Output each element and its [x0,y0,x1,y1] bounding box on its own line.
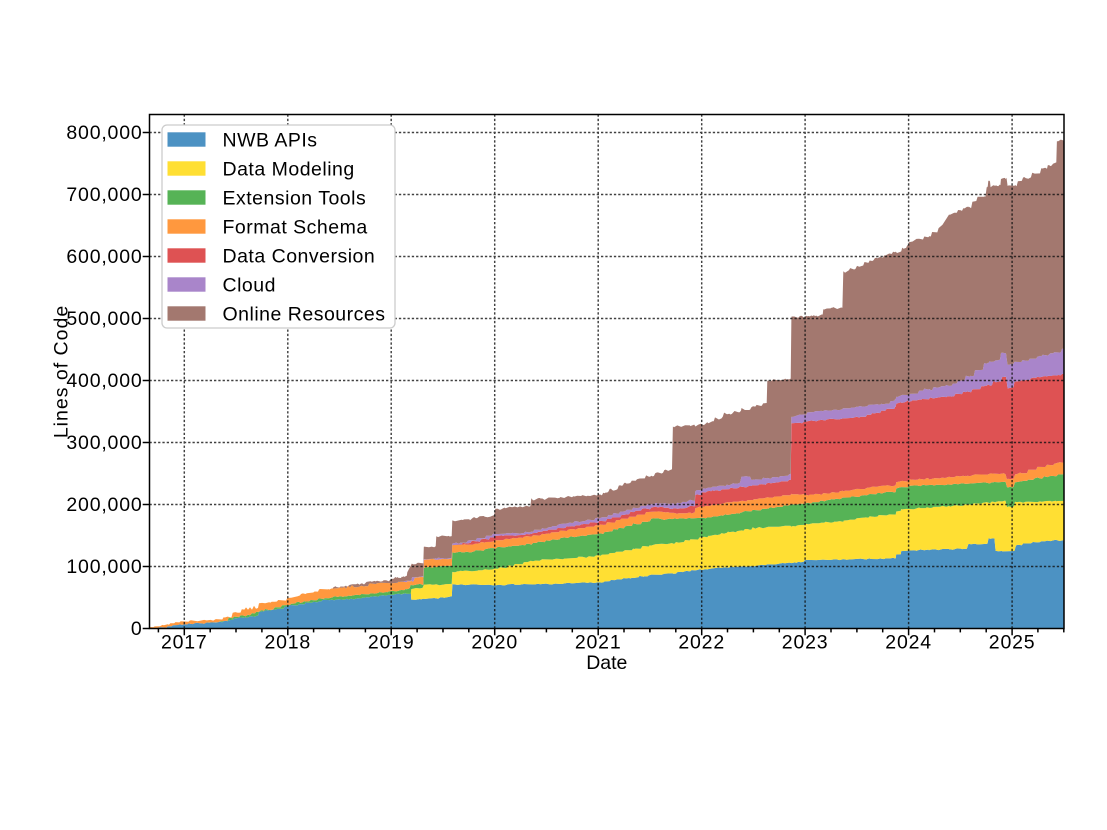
svg-text:2021: 2021 [575,632,622,654]
svg-text:NWB APIs: NWB APIs [223,129,318,151]
svg-text:0: 0 [131,618,143,640]
svg-text:500,000: 500,000 [66,308,142,330]
svg-text:2023: 2023 [782,632,829,654]
svg-text:2018: 2018 [265,632,312,654]
svg-text:600,000: 600,000 [66,246,142,268]
svg-text:Data Conversion: Data Conversion [223,245,376,267]
svg-text:800,000: 800,000 [66,122,142,144]
svg-text:Data Modeling: Data Modeling [223,158,355,180]
svg-text:200,000: 200,000 [66,494,142,516]
svg-text:700,000: 700,000 [66,184,142,206]
svg-text:Online Resources: Online Resources [223,303,386,325]
svg-text:2019: 2019 [368,632,415,654]
svg-text:2025: 2025 [989,632,1036,654]
svg-text:400,000: 400,000 [66,370,142,392]
svg-text:2017: 2017 [161,632,208,654]
svg-text:Extension Tools: Extension Tools [223,187,367,209]
svg-text:2020: 2020 [471,632,518,654]
svg-text:Cloud: Cloud [223,274,276,296]
svg-text:Date: Date [586,652,627,674]
svg-text:300,000: 300,000 [66,432,142,454]
svg-text:2022: 2022 [678,632,725,654]
svg-text:Format Schema: Format Schema [223,216,368,238]
svg-text:Lines of Code: Lines of Code [51,305,73,438]
svg-text:2024: 2024 [885,632,932,654]
svg-text:100,000: 100,000 [66,556,142,578]
